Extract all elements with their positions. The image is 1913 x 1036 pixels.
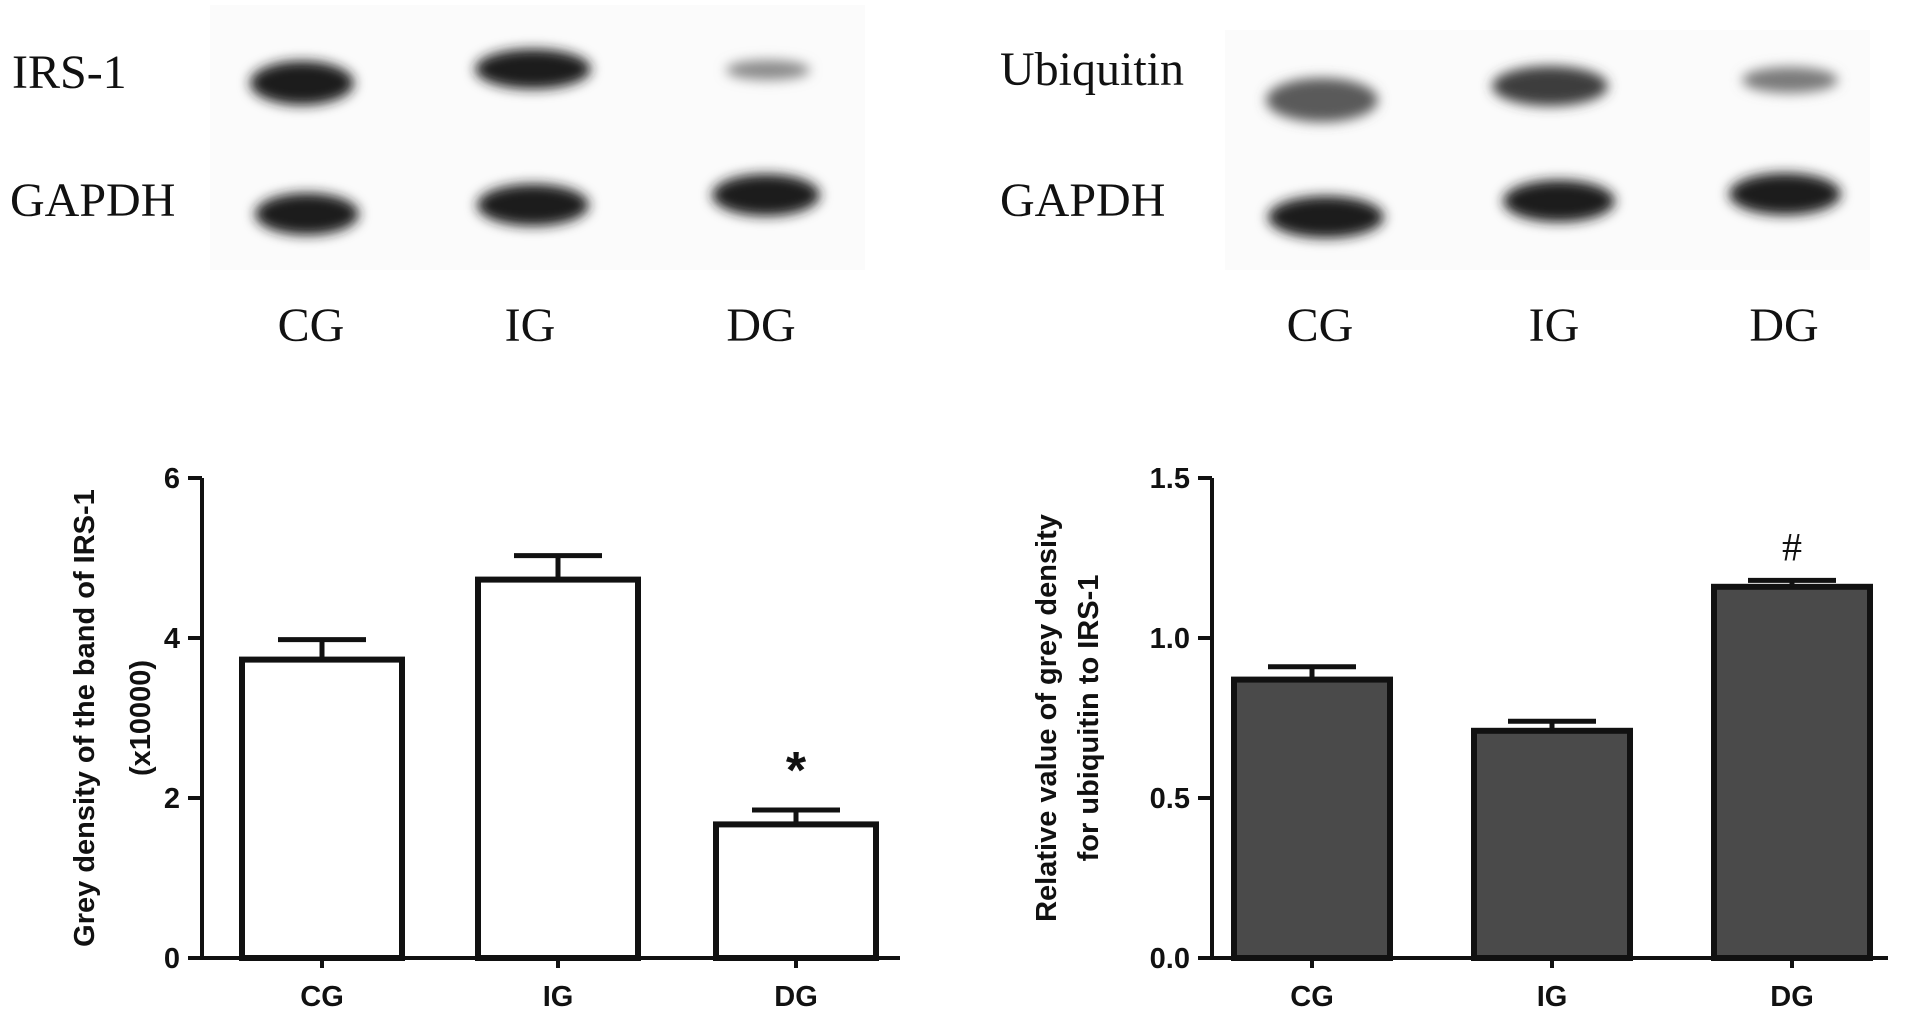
blot-row-irs1-bands — [250, 49, 810, 105]
band-gapdh-ig — [477, 184, 589, 226]
significance-marker: * — [786, 742, 807, 800]
band-ubiquitin-ig — [1492, 66, 1608, 106]
bar-dg — [1711, 583, 1873, 961]
y-tick-label: 0.0 — [1150, 943, 1190, 975]
x-tick-label-cg: CG — [1290, 981, 1334, 1013]
bar-ig — [475, 576, 641, 961]
blot-lane-label-dg: DG — [1749, 299, 1818, 352]
y-axis-label-line-2: for ubiquitin to IRS-1 — [1073, 575, 1105, 862]
blot-row-gapdh-bands — [255, 174, 820, 235]
y-tick-label: 1.0 — [1150, 623, 1190, 655]
bar-chart-ubiquitin-ratio: Relative value of grey density for ubiqu… — [1031, 463, 1888, 1013]
blot-lane-label-dg: DG — [726, 299, 795, 352]
y-tick-label: 4 — [164, 623, 180, 655]
x-tick-label-ig: IG — [1537, 981, 1568, 1013]
x-tick-label-dg: DG — [1770, 981, 1814, 1013]
x-tick-label-cg: CG — [300, 981, 344, 1013]
y-tick-label: 0 — [164, 943, 180, 975]
bar-dg — [713, 821, 879, 962]
y-tick-label: 6 — [164, 463, 180, 495]
blot-row-gapdh-bands — [1268, 173, 1841, 238]
y-tick-label: 1.5 — [1150, 463, 1190, 495]
significance-marker: # — [1782, 524, 1802, 569]
band-gapdh-cg — [255, 193, 359, 235]
blot-row-label-gapdh: GAPDH — [1000, 174, 1165, 227]
blot-lane-label-ig: IG — [505, 299, 556, 352]
bar-cg — [1231, 676, 1393, 961]
y-tick-label: 2 — [164, 783, 180, 815]
blot-lane-label-cg: CG — [278, 299, 345, 352]
bar-chart-irs1-density: Grey density of the band of IRS-1 (x1000… — [69, 463, 900, 1013]
blot-row-label-ubiquitin: Ubiquitin — [1000, 43, 1184, 96]
y-axis-label-line-1: Relative value of grey density — [1031, 514, 1063, 922]
band-gapdh-dg — [1729, 173, 1841, 215]
band-ubiquitin-dg — [1742, 67, 1838, 93]
band-irs1-ig — [475, 49, 591, 89]
blot-row-ubiquitin-bands — [1266, 66, 1838, 122]
blot-lane-label-cg: CG — [1287, 299, 1354, 352]
band-irs1-cg — [250, 61, 354, 105]
y-axis-label-line-2: (x10000) — [125, 660, 157, 776]
bar-cg — [239, 656, 405, 961]
band-gapdh-dg — [712, 174, 820, 216]
blot-panel-ubiquitin: Ubiquitin GAPDH CG IG DG — [1000, 30, 1870, 352]
band-gapdh-ig — [1503, 180, 1615, 222]
band-irs1-dg — [726, 60, 810, 80]
band-ubiquitin-cg — [1266, 78, 1378, 122]
band-gapdh-cg — [1268, 196, 1384, 238]
y-axis-label-line-1: Grey density of the band of IRS-1 — [69, 489, 101, 947]
blot-lane-label-ig: IG — [1529, 299, 1580, 352]
bar-ig — [1471, 727, 1633, 961]
blot-panel-irs1: IRS-1 GAPDH CG IG DG — [10, 5, 865, 352]
blot-row-label-gapdh: GAPDH — [10, 174, 175, 227]
y-tick-label: 0.5 — [1150, 783, 1190, 815]
x-tick-label-ig: IG — [543, 981, 574, 1013]
blot-row-label-irs1: IRS-1 — [12, 46, 127, 99]
x-tick-label-dg: DG — [774, 981, 818, 1013]
